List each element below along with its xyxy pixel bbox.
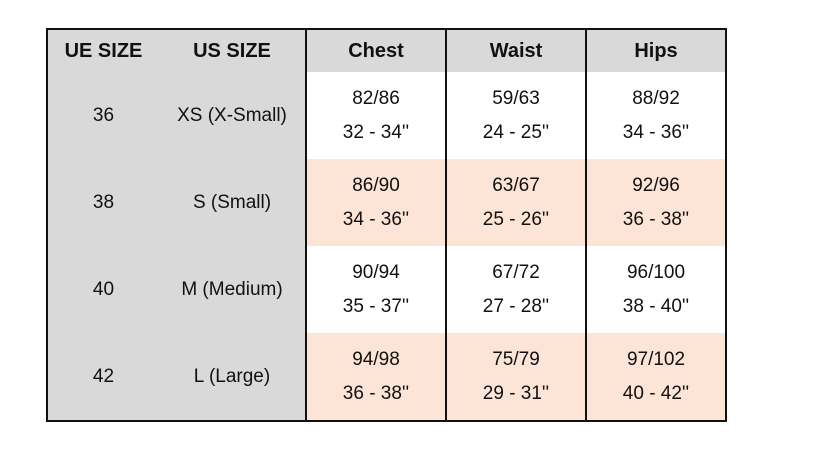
hips-cell: 88/92 34 - 36'' [586, 72, 726, 159]
waist-cell-value: 75/79 [492, 348, 540, 370]
hips-cell-value: 97/102 [626, 348, 686, 370]
us-size-cell-value: S (Small) [192, 191, 272, 213]
ue-size-cell: 36 [47, 72, 159, 159]
header-hips: Hips [586, 29, 726, 72]
hips-cell: 96/100 38 - 40'' [586, 246, 726, 333]
header-chest: Chest [306, 29, 447, 72]
ue-size-cell: 38 [47, 159, 159, 246]
ue-size-cell-value: 42 [92, 365, 115, 387]
size-chart-table: UE SIZE US SIZE Chest Waist Hips 36 XS (X… [46, 28, 727, 422]
waist-cell-value: 29 - 31'' [482, 382, 550, 404]
hips-cell: 97/102 40 - 42'' [586, 333, 726, 421]
chest-cell-value: 86/90 [352, 174, 400, 196]
hips-cell-value: 88/92 [632, 87, 680, 109]
ue-size-cell: 42 [47, 333, 159, 421]
chest-cell-value: 36 - 38'' [342, 382, 410, 404]
chest-cell-value: 34 - 36'' [342, 208, 410, 230]
waist-cell-value: 63/67 [492, 174, 540, 196]
waist-cell-value: 27 - 28'' [482, 295, 550, 317]
hips-cell: 92/96 36 - 38'' [586, 159, 726, 246]
hips-cell-value: 36 - 38'' [622, 208, 690, 230]
us-size-cell: L (Large) [159, 333, 307, 421]
header-us-size: US SIZE [159, 29, 307, 72]
header-row: UE SIZE US SIZE Chest Waist Hips [47, 29, 726, 72]
chest-cell: 94/98 36 - 38'' [306, 333, 447, 421]
us-size-cell: M (Medium) [159, 246, 307, 333]
chest-cell: 82/86 32 - 34'' [306, 72, 447, 159]
ue-size-cell-value: 38 [92, 191, 115, 213]
waist-cell: 67/72 27 - 28'' [446, 246, 587, 333]
waist-cell: 75/79 29 - 31'' [446, 333, 587, 421]
chest-cell-value: 32 - 34'' [342, 121, 410, 143]
table-row: 40 M (Medium) 90/94 35 - 37'' 67/72 27 - 28''… [47, 246, 726, 333]
chest-cell-value: 82/86 [352, 87, 400, 109]
ue-size-cell-value: 40 [92, 278, 115, 300]
chest-cell-value: 90/94 [352, 261, 400, 283]
table-row: 42 L (Large) 94/98 36 - 38'' 75/79 29 - 31'' 9… [47, 333, 726, 421]
header-ue-size: UE SIZE [47, 29, 159, 72]
waist-cell: 63/67 25 - 26'' [446, 159, 587, 246]
hips-cell-value: 34 - 36'' [622, 121, 690, 143]
hips-cell-value: 40 - 42'' [622, 382, 690, 404]
waist-cell-value: 25 - 26'' [482, 208, 550, 230]
us-size-cell: XS (X-Small) [159, 72, 307, 159]
table-row: 36 XS (X-Small) 82/86 32 - 34'' 59/63 24 - 25… [47, 72, 726, 159]
chest-cell-value: 94/98 [352, 348, 400, 370]
hips-cell-value: 38 - 40'' [622, 295, 690, 317]
table-row: 38 S (Small) 86/90 34 - 36'' 63/67 25 - 26'' 9… [47, 159, 726, 246]
waist-cell-value: 59/63 [492, 87, 540, 109]
waist-cell: 59/63 24 - 25'' [446, 72, 587, 159]
chest-cell: 86/90 34 - 36'' [306, 159, 447, 246]
waist-cell-value: 67/72 [492, 261, 540, 283]
chest-cell: 90/94 35 - 37'' [306, 246, 447, 333]
waist-cell-value: 24 - 25'' [482, 121, 550, 143]
us-size-cell-value: L (Large) [193, 365, 271, 387]
hips-cell-value: 92/96 [632, 174, 680, 196]
us-size-cell-value: XS (X-Small) [177, 104, 287, 126]
header-waist: Waist [446, 29, 587, 72]
chest-cell-value: 35 - 37'' [342, 295, 410, 317]
hips-cell-value: 96/100 [626, 261, 686, 283]
us-size-cell-value: M (Medium) [181, 278, 283, 300]
us-size-cell: S (Small) [159, 159, 307, 246]
ue-size-cell-value: 36 [92, 104, 115, 126]
ue-size-cell: 40 [47, 246, 159, 333]
